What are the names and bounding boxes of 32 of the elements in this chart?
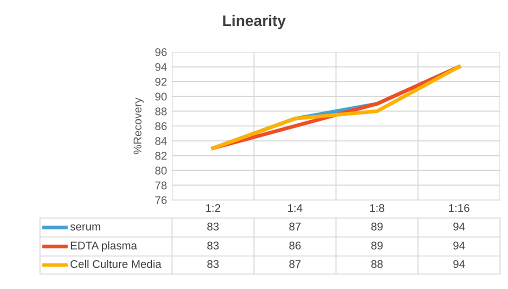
y-axis-title: %Recovery — [134, 98, 144, 154]
legend-label: serum — [70, 224, 100, 230]
legend-label: Cell Culture Media — [70, 260, 162, 268]
data-label: 83 — [207, 242, 219, 250]
data-label: 94 — [453, 260, 465, 268]
data-label: 86 — [289, 242, 301, 250]
y-tick-label: 88 — [155, 107, 167, 116]
y-tick-label: 80 — [155, 166, 167, 175]
x-tick-label: 1:2 — [206, 204, 220, 212]
data-label: 94 — [453, 222, 465, 230]
data-label: 83 — [207, 222, 219, 230]
y-tick-label: 94 — [155, 63, 167, 71]
y-tick-label: 92 — [155, 78, 167, 86]
x-tick-label: 1:16 — [449, 204, 470, 212]
y-tick-label: 90 — [155, 92, 167, 101]
x-tick-label: 1:8 — [370, 204, 384, 212]
x-tick-label: 1:4 — [288, 204, 302, 212]
y-tick-label: 82 — [155, 152, 167, 160]
data-label: 89 — [371, 222, 383, 230]
chart-title: Linearity — [223, 14, 286, 30]
data-label: 89 — [371, 242, 383, 250]
y-tick-label: 78 — [155, 181, 167, 190]
y-tick-label: 86 — [155, 122, 167, 130]
y-tick-label: 96 — [155, 48, 167, 56]
y-tick-label: 84 — [155, 137, 167, 145]
data-label: 87 — [289, 222, 301, 230]
y-tick-label: 76 — [155, 196, 167, 204]
legend-label: EDTA plasma — [70, 241, 138, 252]
data-label: 94 — [453, 242, 465, 250]
data-label: 88 — [371, 260, 383, 268]
data-label: 87 — [289, 260, 301, 268]
data-label: 83 — [207, 260, 219, 268]
